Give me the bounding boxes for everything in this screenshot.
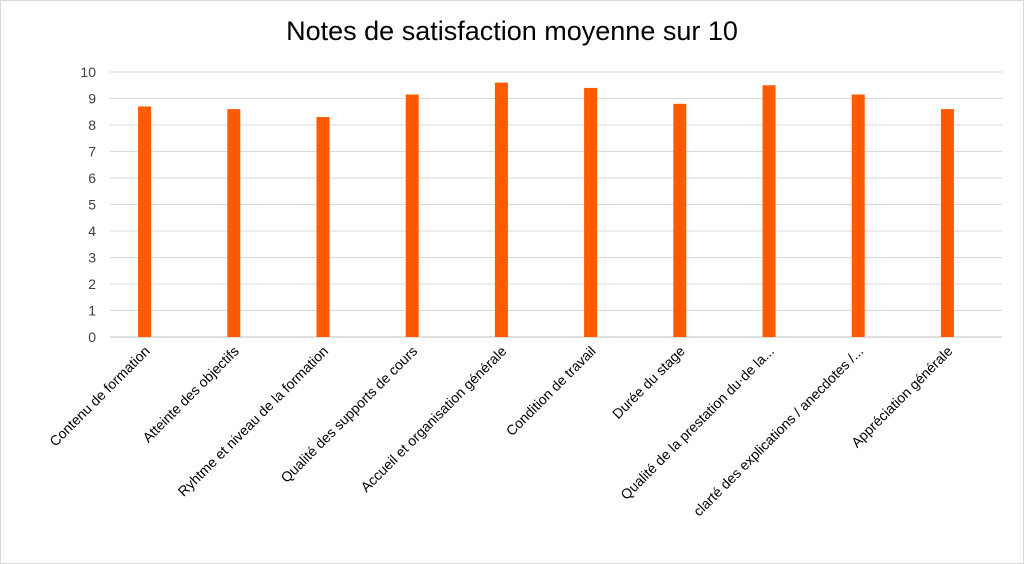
bar xyxy=(584,87,598,338)
bar xyxy=(138,106,152,337)
chart-title: Notes de satisfaction moyenne sur 10 xyxy=(286,16,738,46)
y-tick-label: 3 xyxy=(88,250,96,266)
x-tick-label: Condition de travail xyxy=(503,343,599,439)
x-tick-label: Contenu de formation xyxy=(46,343,153,450)
bars xyxy=(138,82,954,338)
bar xyxy=(494,82,508,337)
bar xyxy=(940,109,954,337)
bar xyxy=(405,94,419,338)
y-tick-label: 1 xyxy=(88,303,96,319)
gridlines xyxy=(110,71,1002,338)
x-tick-label: Qualité de la prestation du·de la... xyxy=(617,343,777,503)
bar xyxy=(316,117,330,337)
bar xyxy=(762,85,776,337)
x-tick-label: Atteinte des objectifs xyxy=(139,343,242,446)
y-tick-label: 9 xyxy=(88,91,96,107)
y-tick-label: 4 xyxy=(88,223,96,239)
y-tick-label: 7 xyxy=(88,144,96,160)
bar xyxy=(851,94,865,338)
x-tick-label: Accueil et organisation générale xyxy=(357,343,509,495)
x-tick-label: Appréciation générale xyxy=(848,343,956,451)
bar xyxy=(227,109,241,337)
y-axis-ticks: 0 1 2 3 4 5 6 7 8 9 10 xyxy=(80,64,96,345)
y-tick-label: 8 xyxy=(88,117,96,133)
x-tick-label: clarté des explications / anecdotes /... xyxy=(690,343,866,519)
bar xyxy=(673,103,687,337)
y-tick-label: 2 xyxy=(88,276,96,292)
x-tick-label: Ryhtme et niveau de la formation xyxy=(175,343,332,500)
x-tick-label: Durée du stage xyxy=(609,343,688,422)
y-tick-label: 10 xyxy=(80,64,96,80)
y-tick-label: 0 xyxy=(88,329,96,345)
y-tick-label: 5 xyxy=(88,197,96,213)
y-tick-label: 6 xyxy=(88,170,96,186)
